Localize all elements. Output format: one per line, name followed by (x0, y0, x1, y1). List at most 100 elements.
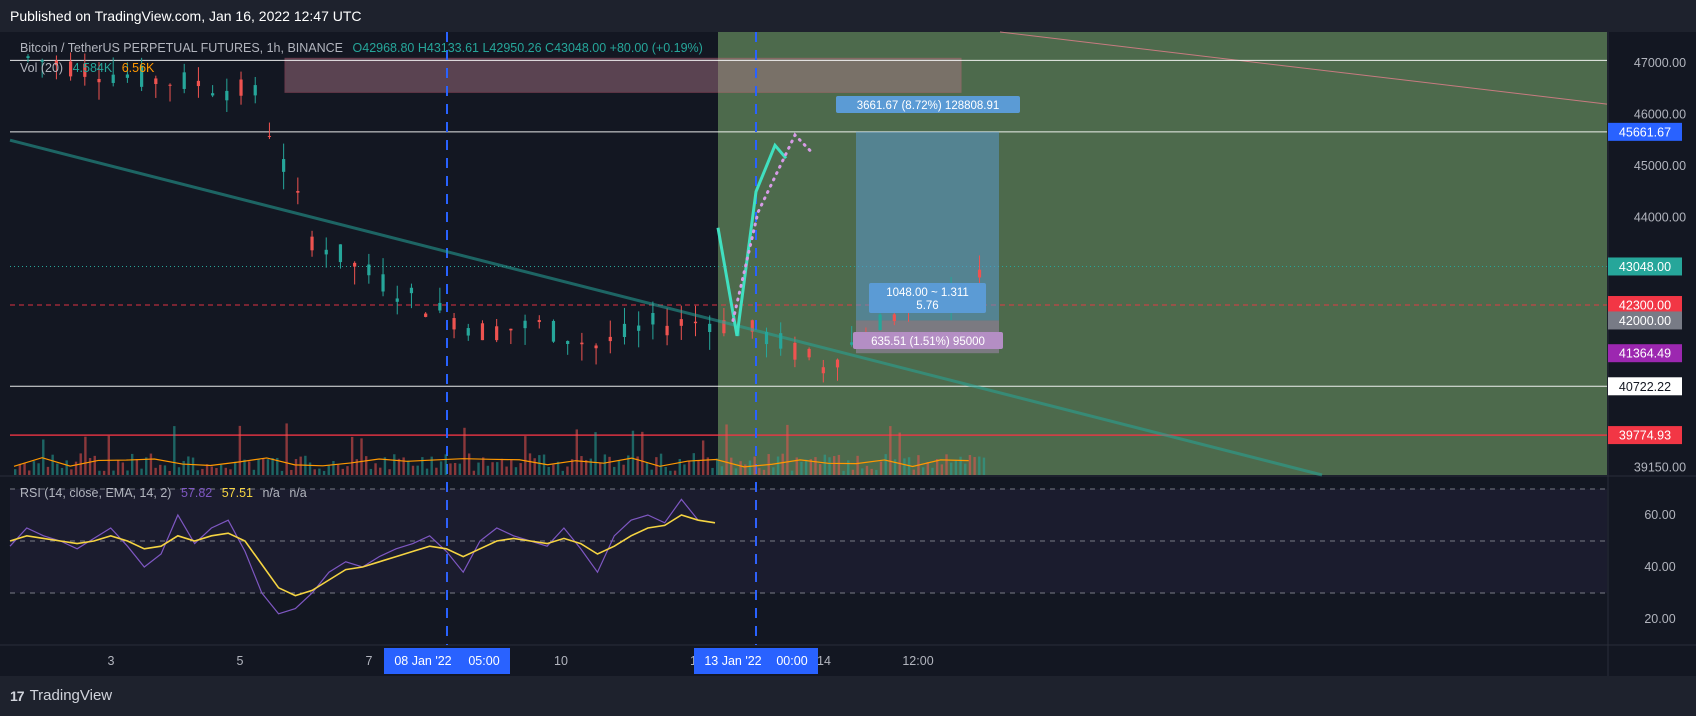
candle-body (310, 236, 314, 251)
volume-bar (683, 464, 686, 475)
volume-bar (388, 469, 391, 475)
volume-bar (772, 467, 775, 475)
time-tick-label: 3 (108, 654, 115, 668)
volume-bar (42, 439, 45, 475)
volume-bar (116, 460, 120, 475)
volume-bar (828, 457, 831, 475)
volume-legend: Vol (20) 4.584K 6.56K (20, 61, 154, 75)
price-tag-label: 41364.49 (1619, 347, 1671, 361)
volume-bar (233, 461, 237, 475)
volume-bar (837, 454, 841, 475)
price-tag-bg (1608, 122, 1682, 141)
volume-bar (37, 463, 40, 475)
volume-bar (140, 468, 143, 475)
publish-info: Published on TradingView.com, Jan 16, 20… (10, 8, 362, 24)
volume-bar (397, 458, 401, 475)
volume-bar (847, 460, 850, 475)
descending-trendline (9, 138, 1323, 477)
candle-body (395, 298, 399, 302)
volume-bar (861, 468, 864, 475)
time-tick-label: 10 (554, 654, 568, 668)
volume-bar (201, 468, 204, 475)
volume-bar (229, 469, 232, 475)
volume-bar (435, 467, 438, 475)
candle-body (111, 74, 115, 83)
volume-bar (252, 469, 256, 475)
volume-bar (383, 457, 387, 475)
volume-bar (505, 466, 508, 475)
volume-bar (935, 459, 939, 475)
volume-bar (968, 455, 972, 475)
volume-bar (266, 459, 270, 475)
price-tag-label: 40722.22 (1619, 380, 1671, 394)
candle-body (821, 367, 825, 374)
candle-body (509, 328, 513, 331)
candle-body (779, 333, 783, 349)
candle-body (40, 60, 44, 62)
rsi-series-ema (9, 514, 716, 597)
volume-bar (210, 466, 213, 475)
volume-bar (472, 470, 476, 475)
volume-bar (833, 456, 836, 475)
volume-bar (786, 424, 789, 475)
candle-body (338, 244, 343, 263)
candle-body (622, 323, 627, 337)
volume-bar (163, 465, 167, 475)
price-tag-label: 43048.00 (1619, 260, 1671, 274)
price-tag-label: 42000.00 (1619, 314, 1671, 328)
volume-bar (421, 457, 424, 475)
candle-body (324, 249, 328, 255)
volume-bar (636, 456, 639, 475)
volume-bar (580, 456, 583, 475)
volume-bar (800, 461, 803, 475)
volume-bar (102, 470, 106, 475)
rsi-tick-label: 60.00 (1644, 508, 1675, 522)
candle-body (381, 274, 385, 292)
volume-bar (453, 462, 457, 475)
volume-bar (168, 470, 171, 475)
volume-bar (954, 459, 958, 475)
candle-body (523, 320, 527, 329)
volume-bar (748, 460, 752, 475)
volume-bar (528, 453, 532, 475)
candle-body (495, 326, 499, 341)
volume-bar (365, 456, 368, 475)
candle-body (196, 80, 201, 87)
candle-body (353, 262, 357, 267)
volume-bar (893, 459, 897, 475)
volume-bar (627, 455, 630, 475)
volume-bar (393, 454, 396, 475)
volume-bar (776, 456, 780, 475)
volume-bar (135, 459, 139, 475)
tradingview-logo[interactable]: 17 TradingView (10, 687, 112, 704)
candle-body (424, 313, 428, 317)
volume-bar (88, 457, 92, 475)
measure-mid-label-bg (869, 283, 986, 313)
rsi-na-2: n/a (289, 486, 307, 500)
volume-bar (664, 467, 667, 475)
volume-bar (285, 423, 288, 475)
volume-bar (645, 462, 649, 475)
rsi-ma-value: 57.51 (221, 486, 253, 500)
volume-bar (608, 456, 611, 475)
volume-bar (533, 458, 536, 475)
volume-bar (706, 457, 710, 475)
volume-bar (982, 457, 986, 475)
symbol-legend: Bitcoin / TetherUS PERPETUAL FUTURES, 1h… (20, 41, 703, 55)
candle-body (537, 320, 541, 323)
volume-bar (149, 453, 153, 475)
price-tag-bg (1608, 377, 1682, 396)
time-highlight-time: 05:00 (468, 654, 499, 668)
volume-bar (973, 457, 976, 475)
volume-bar (851, 469, 855, 475)
volume-bar (617, 460, 621, 475)
volume-bar (257, 459, 260, 475)
time-highlight-time: 00:00 (776, 654, 807, 668)
volume-bar (248, 461, 251, 475)
volume-bar (744, 464, 747, 475)
price-tag-bg (1608, 257, 1682, 276)
volume-bar (98, 470, 101, 475)
volume-bar (355, 459, 359, 475)
volume-bar (131, 453, 134, 475)
